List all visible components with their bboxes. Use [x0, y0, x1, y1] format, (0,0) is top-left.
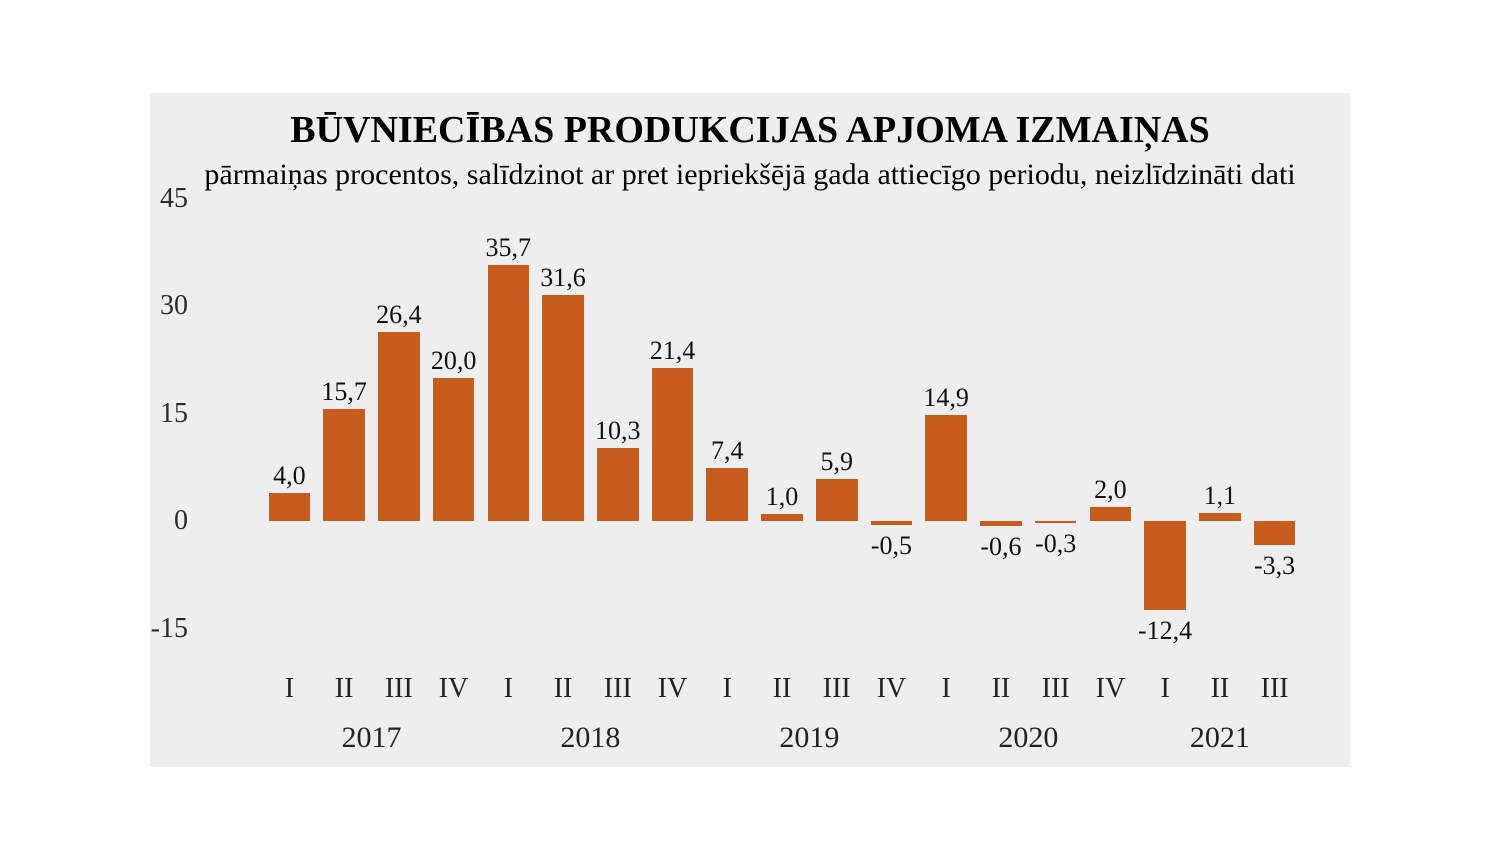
bar-value-label: 5,9 [820, 447, 853, 477]
quarter-label: IV [439, 673, 469, 705]
quarter-label: II [1211, 673, 1230, 705]
bar [925, 415, 967, 522]
bar-value-label: -0,6 [980, 532, 1021, 562]
bar-value-label: -12,4 [1138, 616, 1192, 646]
quarter-label: III [1261, 673, 1289, 705]
bar [323, 409, 365, 522]
y-tick: -15 [128, 613, 188, 645]
year-label: 2018 [560, 721, 620, 755]
quarter-label: II [773, 673, 792, 705]
bar-value-label: 2,0 [1094, 475, 1127, 505]
quarter-label: I [942, 673, 951, 705]
y-tick: 15 [128, 398, 188, 430]
bar-value-label: 20,0 [431, 346, 477, 376]
quarter-label: I [285, 673, 294, 705]
quarter-label: II [992, 673, 1011, 705]
bar-slot: 5,9 [809, 199, 864, 629]
quarter-label: II [554, 673, 573, 705]
bar [761, 514, 803, 521]
chart-panel: BŪVNIECĪBAS PRODUKCIJAS APJOMA IZMAIŅAS … [150, 93, 1350, 767]
quarter-label: I [1160, 673, 1169, 705]
bar-slot: 2,0 [1083, 199, 1138, 629]
bar [1254, 521, 1296, 545]
bar [542, 295, 584, 521]
quarter-label: III [604, 673, 632, 705]
chart-area: -150153045 4,015,726,420,035,731,610,321… [178, 199, 1322, 743]
bar-slot: 4,0 [262, 199, 317, 629]
bar-slot: 1,0 [755, 199, 810, 629]
year-label: 2021 [1190, 721, 1250, 755]
quarter-label: IV [877, 673, 907, 705]
bar [269, 493, 311, 522]
bar-slot: -3,3 [1247, 199, 1302, 629]
bar-value-label: 1,0 [766, 482, 799, 512]
y-tick: 0 [128, 505, 188, 537]
bar-slot: 21,4 [645, 199, 700, 629]
bar-slot: 1,1 [1192, 199, 1247, 629]
bar-value-label: 21,4 [650, 336, 696, 366]
bar-value-label: 1,1 [1204, 481, 1237, 511]
bar [1144, 521, 1186, 610]
bar-slot: -0,3 [1028, 199, 1083, 629]
bar [871, 521, 913, 525]
year-label: 2019 [779, 721, 839, 755]
bar-value-label: 26,4 [376, 300, 422, 330]
bar [652, 368, 694, 521]
bar-value-label: 7,4 [711, 436, 744, 466]
bar [980, 521, 1022, 525]
bar-value-label: 10,3 [595, 416, 641, 446]
bar-slot: 14,9 [919, 199, 974, 629]
quarter-label: I [504, 673, 513, 705]
quarter-label: III [823, 673, 851, 705]
y-tick: 30 [128, 290, 188, 322]
bar-slot: 31,6 [536, 199, 591, 629]
bar-slot: -0,6 [974, 199, 1029, 629]
quarter-label: IV [1096, 673, 1126, 705]
bar-value-label: -0,5 [871, 531, 912, 561]
chart-title: BŪVNIECĪBAS PRODUKCIJAS APJOMA IZMAIŅAS [178, 109, 1322, 153]
bar-slot: -12,4 [1138, 199, 1193, 629]
bar [488, 265, 530, 521]
bar [706, 468, 748, 521]
bar-slot: 10,3 [590, 199, 645, 629]
bar-slot: 20,0 [426, 199, 481, 629]
bar-value-label: -3,3 [1254, 551, 1295, 581]
quarter-label: I [723, 673, 732, 705]
bar [433, 378, 475, 521]
year-label: 2017 [341, 721, 401, 755]
y-tick: 45 [128, 183, 188, 215]
bar-value-label: 15,7 [321, 377, 367, 407]
bar-value-label: 14,9 [923, 383, 969, 413]
bar-slot: 15,7 [317, 199, 372, 629]
quarter-label: IV [658, 673, 688, 705]
year-label: 2020 [998, 721, 1058, 755]
bar-slot: 35,7 [481, 199, 536, 629]
bar [597, 448, 639, 522]
bar-value-label: 35,7 [486, 233, 532, 263]
plot-area: 4,0 15,7 26,4 20,0 35,7 31,6 10,3 21,4 7,4 1,0 5,9… [262, 199, 1302, 629]
quarter-label: II [335, 673, 354, 705]
bar [378, 332, 420, 521]
bar [1090, 507, 1132, 521]
chart-subtitle: pārmaiņas procentos, salīdzinot ar pret … [178, 157, 1322, 193]
bar [1199, 513, 1241, 521]
bar [1035, 521, 1077, 523]
bar-slot: -0,5 [864, 199, 919, 629]
quarter-label: III [385, 673, 413, 705]
quarter-label: III [1042, 673, 1070, 705]
bar-value-label: 4,0 [273, 461, 306, 491]
bar-slot: 26,4 [371, 199, 426, 629]
bar-value-label: -0,3 [1035, 529, 1076, 559]
bars-row: 4,0 15,7 26,4 20,0 35,7 31,6 10,3 21,4 7,4 1,0 5,9… [262, 199, 1302, 629]
bar-slot: 7,4 [700, 199, 755, 629]
bar [816, 479, 858, 521]
bar-value-label: 31,6 [540, 263, 586, 293]
